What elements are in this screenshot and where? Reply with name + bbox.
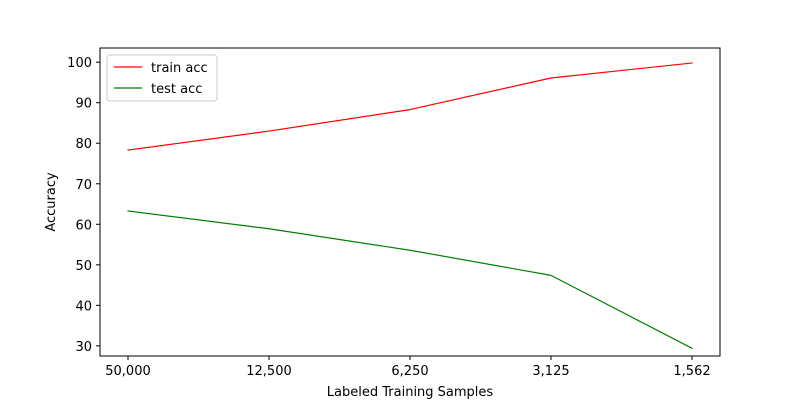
y-tick-label: 40 xyxy=(75,299,92,314)
y-tick-label: 80 xyxy=(75,137,92,152)
x-tick-label: 3,125 xyxy=(532,364,569,379)
legend-label-train-acc: train acc xyxy=(151,61,208,76)
legend-label-test-acc: test acc xyxy=(151,82,202,97)
y-tick-label: 60 xyxy=(75,218,92,233)
x-axis-label: Labeled Training Samples xyxy=(327,385,494,400)
series-layer xyxy=(127,62,693,350)
y-tick-label: 70 xyxy=(75,178,92,193)
y-axis-label: Accuracy xyxy=(44,172,59,232)
y-tick-label: 90 xyxy=(75,97,92,112)
legend: train acc test acc xyxy=(106,54,218,102)
y-tick-label: 100 xyxy=(67,56,92,71)
x-tick-label: 6,250 xyxy=(391,364,428,379)
y-axis: 30 40 50 60 70 80 90 100 xyxy=(67,56,100,355)
x-axis: 50,000 12,500 6,250 3,125 1,562 xyxy=(105,356,711,379)
y-tick-label: 30 xyxy=(75,340,92,355)
y-tick-label: 50 xyxy=(75,259,92,274)
x-tick-label: 50,000 xyxy=(105,364,151,379)
x-tick-label: 1,562 xyxy=(673,364,710,379)
x-tick-label: 12,500 xyxy=(246,364,292,379)
